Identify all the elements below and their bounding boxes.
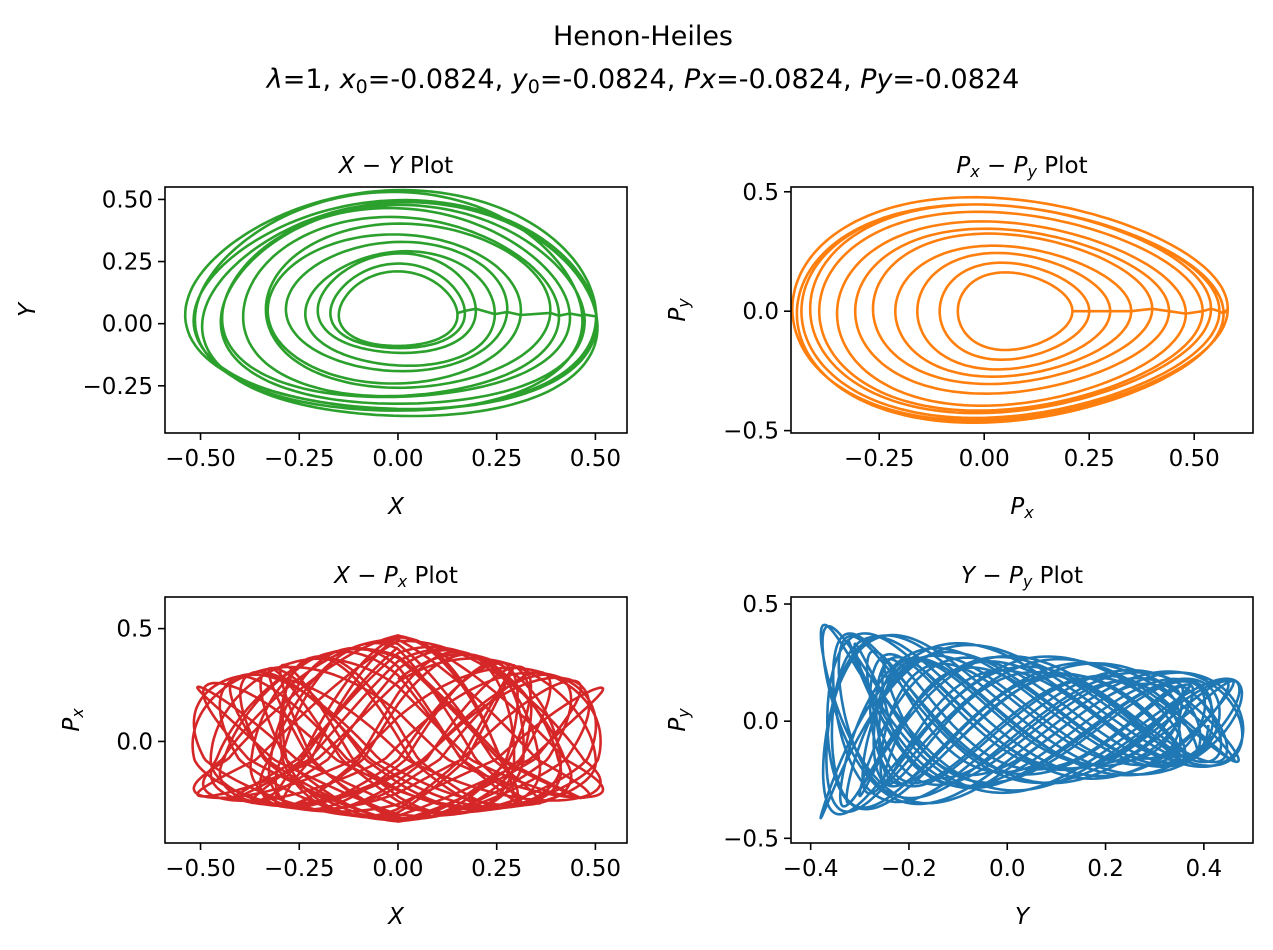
x-tick-label: −0.25 bbox=[264, 856, 334, 882]
y-tick-label: 0.0 bbox=[742, 299, 779, 325]
x-tick-label: 0.50 bbox=[570, 856, 621, 882]
x-tick-label: 0.25 bbox=[1064, 446, 1115, 472]
y-tick-label: −0.5 bbox=[723, 419, 779, 445]
trajectory-line-y-py bbox=[819, 623, 1245, 820]
y-tick-label: 0.5 bbox=[742, 180, 779, 206]
y-axis-label-x-y: Y bbox=[15, 301, 41, 317]
subplot-x-y: −0.50 −0.25 0.00 0.25 0.50 −0.25 0.00 0.25 0.50 X… bbox=[15, 153, 628, 520]
trajectory-line-x-px bbox=[191, 634, 605, 823]
y-tick-label: 0.25 bbox=[102, 250, 153, 276]
y-tick-label: 0.5 bbox=[116, 617, 153, 643]
subplot-px-py: −0.25 0.00 0.25 0.50 −0.5 0.0 0.5 Px − Py Plot P… bbox=[665, 153, 1254, 522]
subplot-y-py: −0.4 −0.2 0.0 0.2 0.4 −0.5 0.0 0.5 Y − Py Plot Y P… bbox=[665, 563, 1254, 930]
y-tick-label: 0.00 bbox=[102, 312, 153, 338]
subplot-title-y-py: Y − Py Plot bbox=[961, 563, 1083, 591]
trajectory-line-x-y bbox=[183, 188, 599, 418]
x-tick-label: −0.2 bbox=[881, 856, 937, 882]
x-tick-label: 0.4 bbox=[1186, 856, 1223, 882]
x-tick-label: 0.25 bbox=[471, 856, 522, 882]
x-tick-label: −0.50 bbox=[165, 856, 235, 882]
y-tick-label: 0.50 bbox=[102, 187, 153, 213]
y-tick-label: 0.0 bbox=[742, 709, 779, 735]
subplot-title-x-px: X − Px Plot bbox=[333, 563, 458, 591]
x-tick-label: −0.25 bbox=[264, 446, 334, 472]
subplot-title-x-y: X − Y Plot bbox=[338, 153, 453, 179]
y-axis-label-x-px: Px bbox=[59, 708, 87, 732]
x-tick-label: 0.00 bbox=[959, 446, 1010, 472]
y-tick-label: −0.25 bbox=[83, 374, 153, 400]
x-tick-label: 0.50 bbox=[1169, 446, 1220, 472]
axes-frame-px-py bbox=[790, 186, 1254, 434]
x-tick-label: −0.25 bbox=[844, 446, 914, 472]
subplot-grid: −0.50 −0.25 0.00 0.25 0.50 −0.25 0.00 0.25 0.50 X… bbox=[15, 153, 1254, 930]
y-axis-label-y-py: Py bbox=[665, 708, 693, 732]
figure-subtitle: λ=1, x0=-0.0824, y0=-0.0824, Px=-0.0824,… bbox=[265, 64, 1020, 98]
x-tick-label: −0.50 bbox=[165, 446, 235, 472]
x-tick-label: −0.4 bbox=[783, 856, 839, 882]
x-tick-label: 0.00 bbox=[372, 446, 423, 472]
axes-frame-x-y bbox=[164, 186, 628, 434]
y-axis-label-px-py: Py bbox=[665, 298, 693, 322]
x-axis-label-px-py: Px bbox=[1010, 494, 1034, 522]
axes-frame-x-px bbox=[164, 596, 628, 844]
subplot-x-px: −0.50 −0.25 0.00 0.25 0.50 0.0 0.5 X − Px Plot X… bbox=[59, 563, 628, 930]
y-tick-label: 0.5 bbox=[742, 592, 779, 618]
x-tick-label: 0.2 bbox=[1087, 856, 1124, 882]
x-tick-label: 0.25 bbox=[471, 446, 522, 472]
figure-title: Henon-Heiles bbox=[553, 21, 733, 52]
axes-frame-y-py bbox=[790, 596, 1254, 844]
x-tick-label: 0.50 bbox=[570, 446, 621, 472]
y-tick-label: −0.5 bbox=[723, 826, 779, 852]
x-axis-label-y-py: Y bbox=[1015, 904, 1031, 930]
trajectory-line-px-py bbox=[791, 195, 1230, 424]
x-axis-label-x-y: X bbox=[387, 494, 405, 520]
x-axis-label-x-px: X bbox=[387, 904, 405, 930]
subplot-title-px-py: Px − Py Plot bbox=[956, 153, 1087, 181]
x-tick-label: 0.0 bbox=[989, 856, 1026, 882]
y-tick-label: 0.0 bbox=[116, 729, 153, 755]
x-tick-label: 0.00 bbox=[372, 856, 423, 882]
